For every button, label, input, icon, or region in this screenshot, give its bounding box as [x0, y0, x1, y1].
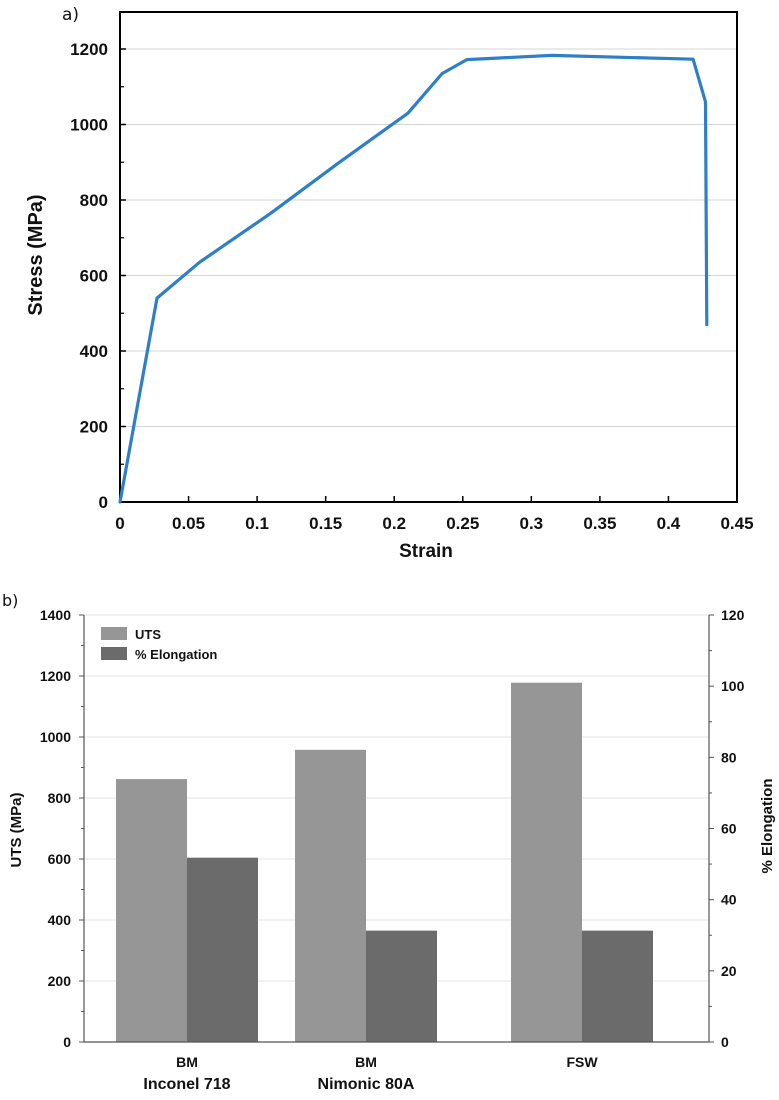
x-tick-label-a: 0.35: [583, 514, 616, 533]
y2-tick-label-b: 100: [721, 678, 745, 694]
y-tick-label-a: 800: [80, 191, 108, 210]
legend-label-elongation: % Elongation: [135, 647, 217, 662]
category-label-line1: BM: [355, 1054, 377, 1070]
y-axis-title-b: UTS (MPa): [8, 792, 25, 867]
y-tick-label-a: 0: [99, 493, 108, 512]
y2-tick-label-b: 80: [721, 749, 737, 765]
y2-tick-label-b: 60: [721, 821, 737, 837]
panel-label-a: a): [62, 5, 79, 25]
stress-strain-line: [118, 53, 709, 504]
y-tick-label-b: 1400: [40, 607, 71, 623]
x-tick-label-a: 0.15: [309, 514, 342, 533]
x-tick-label-a: 0.45: [720, 514, 753, 533]
ticks-b: [79, 614, 714, 1043]
y2-axis-title-b: % Elongation: [759, 779, 776, 874]
category-label-line2: Nimonic 80A: [318, 1076, 415, 1093]
legend-swatch-uts: [101, 627, 127, 640]
panel-label-b: b): [2, 591, 18, 610]
y-tick-label-b: 1200: [40, 668, 71, 684]
x-tick-label-a: 0.25: [446, 514, 479, 533]
bar-uts: [511, 682, 582, 1042]
x-tick-label-a: 0.3: [520, 514, 544, 533]
ticks-a: [119, 48, 738, 503]
bar-uts: [295, 749, 366, 1042]
y-tick-label-b: 200: [48, 973, 72, 989]
y-tick-label-b: 600: [48, 851, 72, 867]
x-tick-label-a: 0: [115, 514, 124, 533]
x-tick-label-a: 0.2: [382, 514, 406, 533]
y-tick-label-b: 400: [48, 912, 72, 928]
y-tick-labels-a: 0 200 400 600 800 1000 1200: [70, 40, 108, 512]
series-a: [118, 53, 709, 504]
legend-b: UTS % Elongation: [101, 627, 217, 662]
x-tick-label-a: 0.1: [245, 514, 269, 533]
uts-elongation-chart: b) 0 200 400 600 800 1000 1200 1400 0 20 40 60 80 10…: [2, 591, 776, 1093]
y-tick-label-b: 0: [63, 1034, 71, 1050]
y-tick-label-a: 1000: [70, 116, 108, 135]
grid-a: [120, 48, 737, 427]
bars-b: [116, 682, 653, 1042]
category-label-line2: Inconel 718: [143, 1076, 230, 1093]
x-tick-label-a: 0.05: [172, 514, 205, 533]
y-tick-label-b: 800: [48, 790, 72, 806]
category-label-line1: FSW: [566, 1054, 598, 1070]
legend-label-uts: UTS: [135, 627, 161, 642]
category-labels-b: BM Inconel 718 BM Nimonic 80A FSW: [143, 1054, 598, 1093]
y2-tick-label-b: 120: [721, 607, 745, 623]
x-axis-title-a: Strain: [399, 541, 453, 562]
y2-tick-label-b: 40: [721, 892, 737, 908]
y-tick-label-a: 600: [80, 267, 108, 286]
y-tick-label-a: 200: [80, 418, 108, 437]
y-tick-label-a: 1200: [70, 40, 108, 59]
y-tick-label-b: 1000: [40, 729, 71, 745]
y-tick-labels-b: 0 200 400 600 800 1000 1200 1400: [40, 607, 71, 1050]
y2-tick-label-b: 20: [721, 963, 737, 979]
y2-tick-label-b: 0: [721, 1034, 729, 1050]
stress-strain-chart: a) 0 0.05 0.1 0.15 0.2 0.25 0.3 0.35 0.4 0.45 0 20…: [25, 5, 754, 562]
category-label-line1: BM: [176, 1054, 198, 1070]
legend-swatch-elongation: [101, 647, 127, 660]
x-tick-label-a: 0.4: [657, 514, 681, 533]
bar-uts: [116, 779, 187, 1042]
bar-elongation: [582, 930, 653, 1042]
plot-frame-a: [119, 11, 738, 503]
y2-tick-labels-b: 0 20 40 60 80 100 120: [721, 607, 745, 1050]
x-tick-labels-a: 0 0.05 0.1 0.15 0.2 0.25 0.3 0.35 0.4 0.45: [115, 514, 753, 533]
bar-elongation: [187, 857, 258, 1042]
y-axis-title-a: Stress (MPa): [25, 194, 47, 315]
y-tick-label-a: 400: [80, 342, 108, 361]
bar-elongation: [366, 930, 437, 1042]
